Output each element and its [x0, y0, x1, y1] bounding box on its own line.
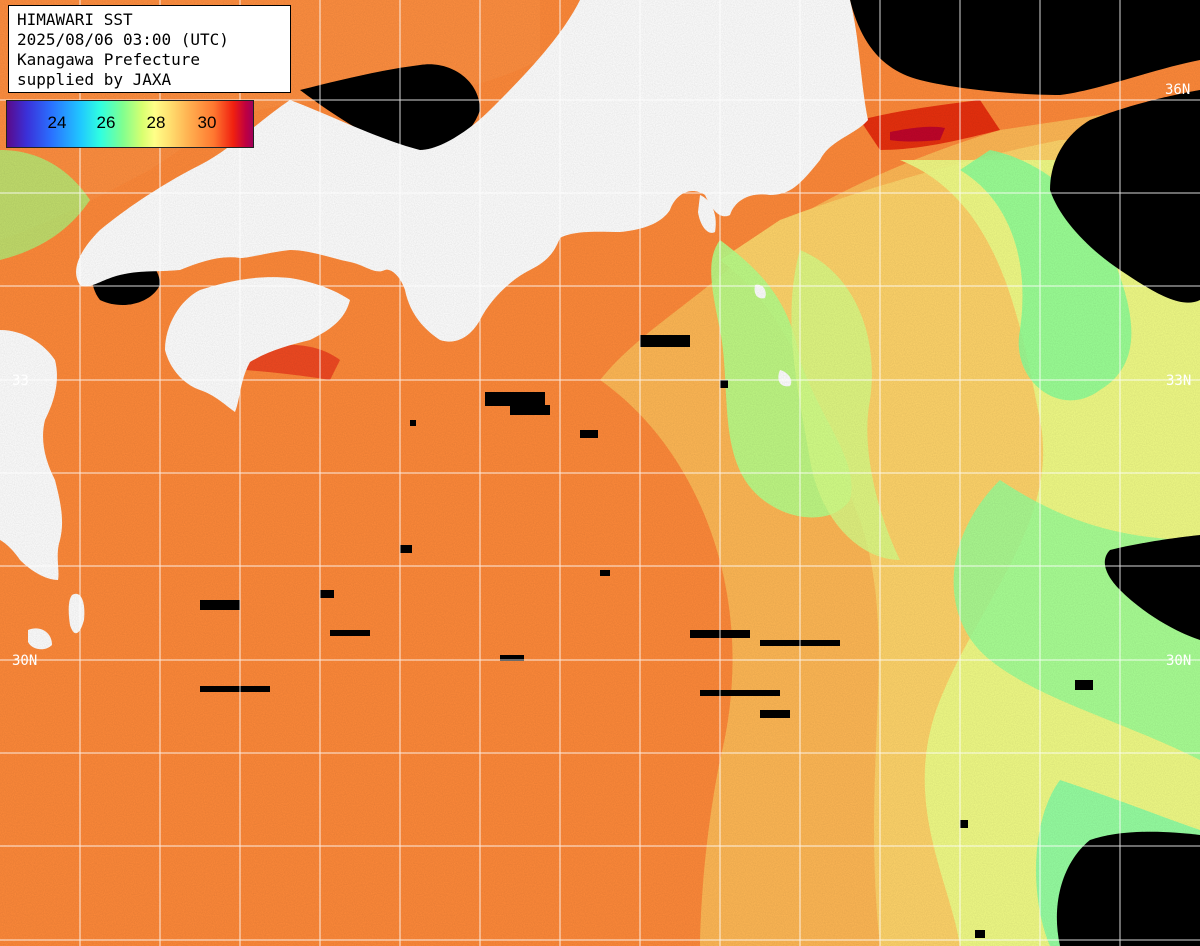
- legend-tick-28: 28: [146, 113, 166, 132]
- legend-tick-26: 26: [96, 113, 116, 132]
- info-box: HIMAWARI SST 2025/08/06 03:00 (UTC) Kana…: [8, 5, 291, 93]
- lat-label-30n-left: 30N: [12, 653, 38, 669]
- legend-tick-30: 30: [197, 113, 217, 132]
- map-title: HIMAWARI SST: [17, 10, 133, 29]
- color-scale-legend: 24 26 28 30: [6, 100, 254, 148]
- lat-label-30n-right: 30N: [1166, 653, 1192, 669]
- map-timestamp: 2025/08/06 03:00 (UTC): [17, 30, 229, 49]
- lat-label-36n: 36N: [1165, 82, 1191, 98]
- map-org: Kanagawa Prefecture: [17, 50, 201, 69]
- map-credit: supplied by JAXA: [17, 70, 172, 89]
- lat-label-33n-right: 33N: [1166, 373, 1192, 389]
- legend-tick-24: 24: [47, 113, 67, 132]
- lat-label-33-left: 33: [12, 373, 29, 389]
